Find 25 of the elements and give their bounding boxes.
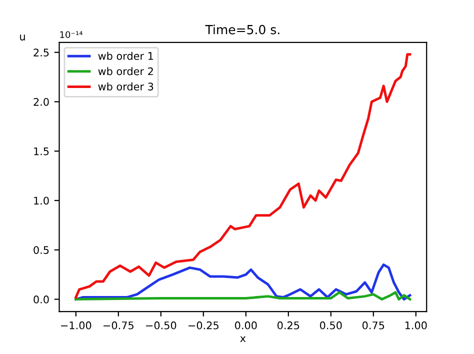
text: 10⁻¹⁴ [60, 31, 82, 38]
line-series [74, 53, 412, 299]
y-tick-label: 0.0 [34, 296, 49, 304]
x-tick-label: −0.50 [146, 321, 176, 330]
y-tick-label: 0.5 [34, 246, 49, 254]
y-tick-label: 2.0 [34, 98, 49, 106]
x-tick-label: −1.00 [61, 321, 92, 330]
x-tick-label: −0.25 [188, 321, 218, 330]
legend-label: wb order 3 [98, 82, 154, 90]
legend-label: wb order 2 [98, 67, 153, 76]
x-tick-label: 1.00 [405, 321, 427, 330]
y-tick-label: 1.5 [34, 147, 49, 156]
line-series [74, 291, 412, 301]
line-series [74, 263, 412, 301]
x-tick-label: 0.75 [362, 321, 384, 330]
y-tick-label: 1.0 [34, 196, 49, 205]
x-axis-title: x [240, 336, 246, 342]
y-axis-title: u [20, 34, 25, 40]
chart-title: Time=5.0 s. [205, 24, 280, 34]
y-tick-label: 2.5 [34, 48, 49, 56]
x-tick-label: 0.00 [234, 321, 257, 330]
x-tick-label: −0.75 [104, 321, 134, 330]
x-tick-label: 0.25 [277, 321, 300, 330]
x-tick-label: 0.50 [320, 321, 342, 330]
legend-label: wb order 1 [98, 52, 153, 60]
